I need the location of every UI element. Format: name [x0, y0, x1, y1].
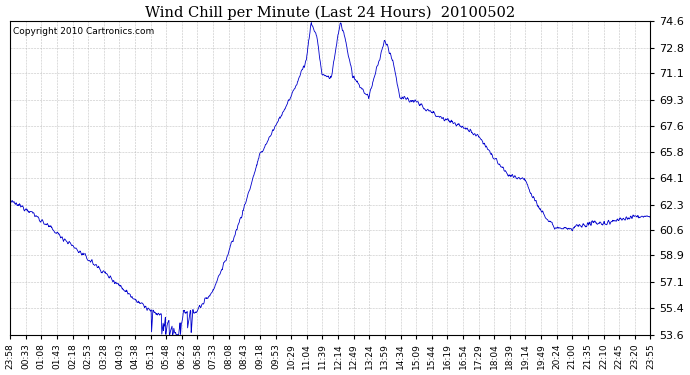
Text: Copyright 2010 Cartronics.com: Copyright 2010 Cartronics.com: [13, 27, 155, 36]
Title: Wind Chill per Minute (Last 24 Hours)  20100502: Wind Chill per Minute (Last 24 Hours) 20…: [145, 6, 515, 20]
